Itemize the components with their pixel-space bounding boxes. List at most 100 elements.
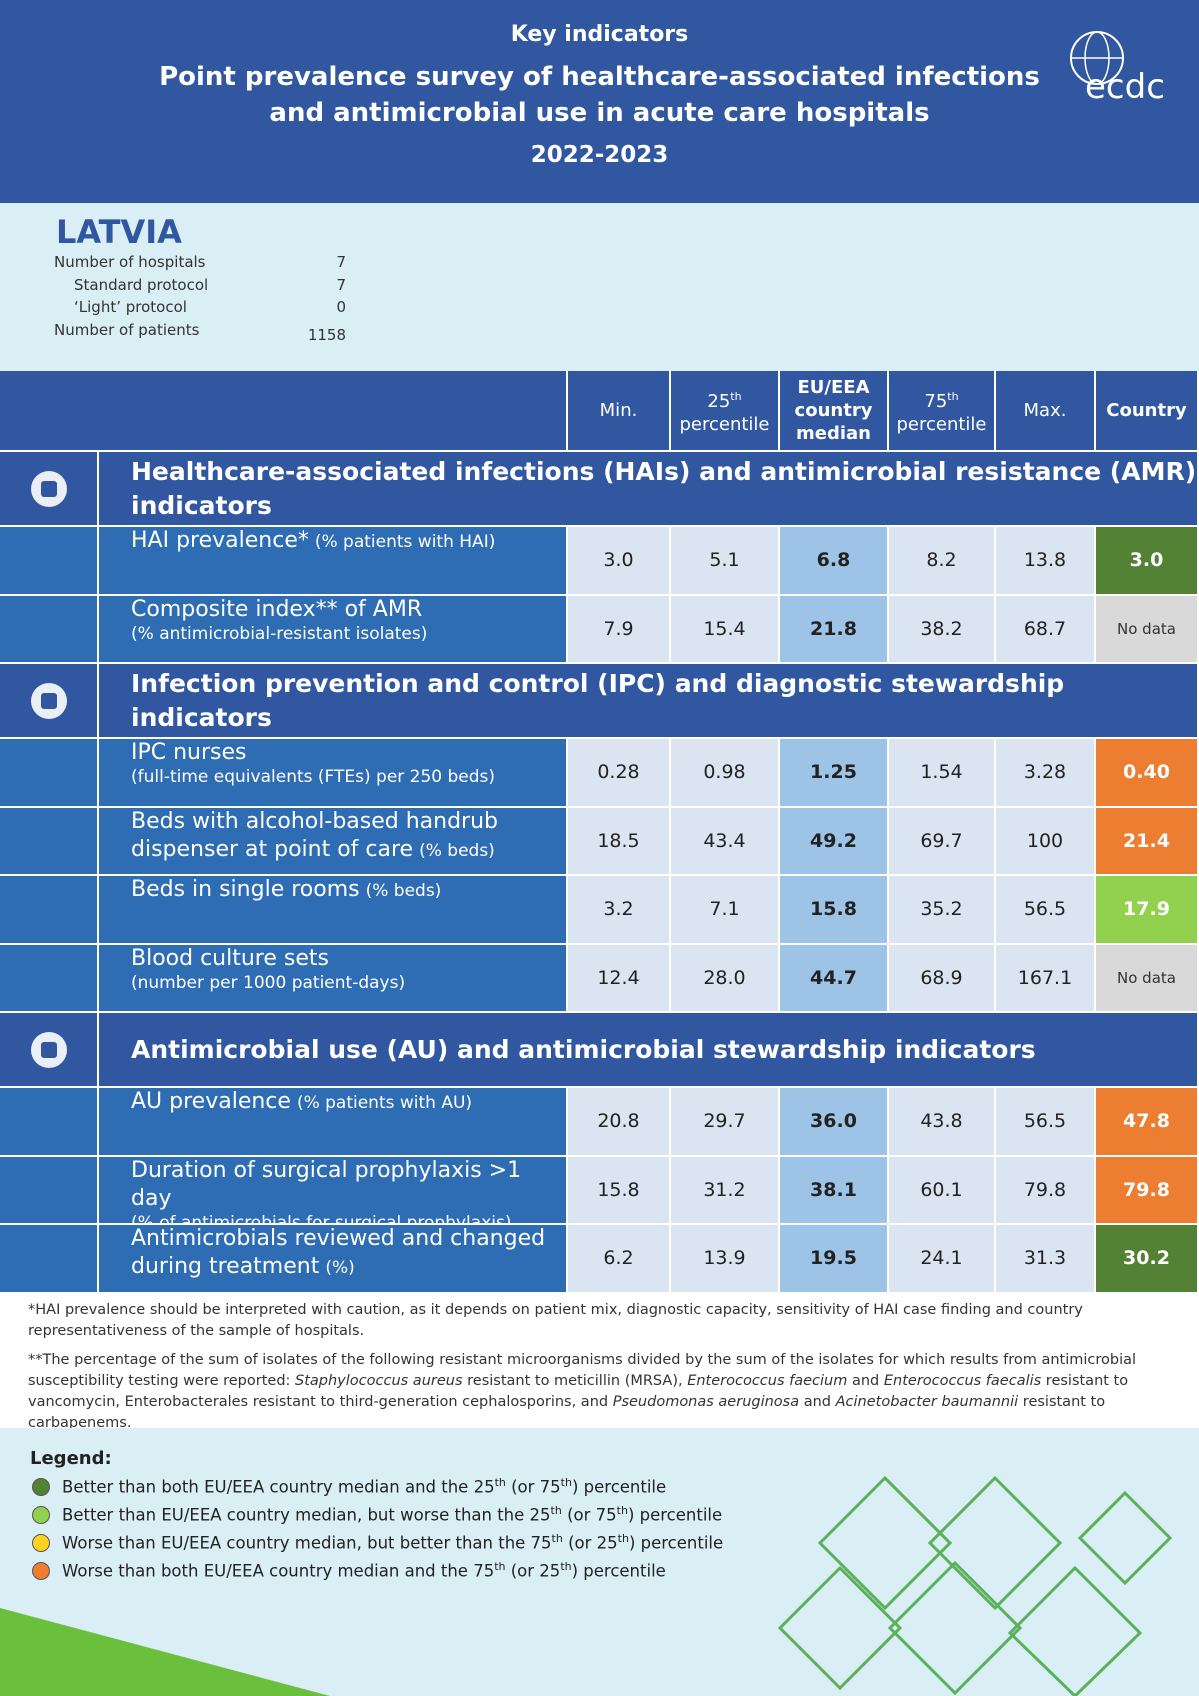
label-line: Beds in single rooms (% beds) xyxy=(131,876,441,904)
label-note: (%) xyxy=(325,1258,355,1278)
value-text: 0.40 xyxy=(1123,761,1170,784)
value-text: 29.7 xyxy=(703,1110,746,1133)
value-text: 69.7 xyxy=(920,829,963,852)
label-text: Beds in single rooms xyxy=(131,877,360,902)
label-line: (full-time equivalents (FTEs) per 250 be… xyxy=(131,767,495,787)
country-value: 17.9 xyxy=(1096,876,1199,945)
benchmark-value: 15.4 xyxy=(671,595,780,664)
footnote-text: resistant to vancomycin, Enterobacterale… xyxy=(28,1373,1129,1410)
row-label: Beds with alcohol-based handrub dispenser… xyxy=(99,807,568,876)
legend-dot xyxy=(32,1506,50,1524)
section-title-text: Infection prevention and control (IPC) a… xyxy=(131,668,1065,732)
value-text: 0.28 xyxy=(597,761,640,784)
value-text: 7.9 xyxy=(603,617,634,640)
column-header: EU/EEA country median xyxy=(780,371,889,452)
value-text: 21.8 xyxy=(810,617,857,640)
section-icon xyxy=(0,452,99,527)
value-text: 13.8 xyxy=(1023,549,1067,572)
value-text: No data xyxy=(1117,619,1176,638)
header: Key indicators Point prevalence survey o… xyxy=(0,0,1199,203)
summary-label: Number of hospitals xyxy=(54,253,206,271)
value-text: 3.28 xyxy=(1023,761,1067,784)
column-header-text: 75th percentile xyxy=(896,385,986,436)
benchmark-value: 24.1 xyxy=(889,1225,996,1294)
legend-part: th xyxy=(617,1532,629,1545)
value-text: 56.5 xyxy=(1023,898,1067,921)
benchmark-value: 7.1 xyxy=(671,876,780,945)
row-icon xyxy=(0,595,99,664)
legend-part: th xyxy=(560,1476,572,1489)
legend-part: th xyxy=(551,1532,563,1545)
footnote-text: resistant to carbapenems. xyxy=(28,1394,1106,1431)
footnote-text: Pseudomonas aeruginosa xyxy=(612,1394,800,1410)
footnote-text: Enterococcus faecalis xyxy=(883,1373,1042,1389)
value-text: 24.1 xyxy=(920,1247,963,1270)
country-value: 30.2 xyxy=(1096,1225,1199,1294)
benchmark-value: 18.5 xyxy=(568,807,671,876)
label-text: HAI prevalence* xyxy=(131,528,309,553)
benchmark-value: 12.4 xyxy=(568,944,671,1013)
benchmark-value: 56.5 xyxy=(996,876,1096,945)
legend-part: (or 75 xyxy=(561,1505,617,1525)
value-text: No data xyxy=(1117,968,1176,987)
title: and antimicrobial use in acute care hosp… xyxy=(269,98,930,128)
value-text: 35.2 xyxy=(920,898,963,921)
label-text: Antimicrobials reviewed and changed xyxy=(131,1226,546,1251)
row-icon xyxy=(0,1225,99,1294)
label-line: IPC nurses xyxy=(131,739,247,767)
benchmark-value: 43.4 xyxy=(671,807,780,876)
summary-value: 1158 xyxy=(307,325,346,344)
summary-label: Number of patients xyxy=(54,320,200,339)
benchmark-value: 6.2 xyxy=(568,1225,671,1294)
label-line: HAI prevalence* (% patients with HAI) xyxy=(131,527,495,555)
benchmark-value: 31.3 xyxy=(996,1225,1096,1294)
legend-text: Worse than both EU/EEA country median an… xyxy=(62,1560,666,1581)
header-text: percentile xyxy=(679,414,770,435)
value-text: 28.0 xyxy=(703,966,746,989)
footnotes: *HAI prevalence should be interpreted wi… xyxy=(28,1300,1178,1442)
label-line: during treatment (%) xyxy=(131,1253,355,1281)
legend-part: (or 25 xyxy=(562,1533,618,1553)
kicker: Key indicators xyxy=(510,22,689,47)
benchmark-value: 1.54 xyxy=(889,739,996,808)
label-note: (number per 1000 patient-days) xyxy=(131,972,406,993)
benchmark-value: 15.8 xyxy=(780,876,889,945)
summary-value: 7 xyxy=(336,275,346,294)
legend-dot xyxy=(32,1534,50,1552)
benchmark-value: 38.1 xyxy=(780,1156,889,1225)
benchmark-value: 68.7 xyxy=(996,595,1096,664)
column-header-text: EU/EEA country median xyxy=(794,377,873,444)
country-value: No data xyxy=(1096,595,1199,664)
value-text: 38.2 xyxy=(920,617,963,640)
footnote-text: Enterococcus faecium xyxy=(687,1373,848,1389)
column-header: Max. xyxy=(996,371,1096,452)
value-text: 21.4 xyxy=(1123,829,1170,852)
value-text: 31.2 xyxy=(703,1178,746,1201)
footnote-text: resistant to meticillin (MRSA), xyxy=(462,1373,688,1389)
value-text: 47.8 xyxy=(1123,1110,1170,1133)
country-value: 21.4 xyxy=(1096,807,1199,876)
logo: ecdc xyxy=(1070,31,1165,107)
label-note: (% beds) xyxy=(419,840,495,861)
section-title-text: Antimicrobial use (AU) and antimicrobial… xyxy=(131,1034,1036,1064)
value-text: 38.1 xyxy=(810,1178,857,1201)
value-text: 1.25 xyxy=(810,761,857,784)
legend-part: ) percentile xyxy=(571,1561,666,1581)
benchmark-value: 1.25 xyxy=(780,739,889,808)
value-text: 100 xyxy=(1026,829,1064,852)
benchmark-value: 3.2 xyxy=(568,876,671,945)
label-text: AU prevalence xyxy=(131,1089,291,1114)
value-text: 36.0 xyxy=(810,1110,857,1133)
column-header: Min. xyxy=(568,371,671,452)
country-value: No data xyxy=(1096,944,1199,1013)
row-label: Composite index** of AMR (% antimicrobial… xyxy=(99,595,568,664)
summary-value: 0 xyxy=(336,298,346,316)
country-value: 79.8 xyxy=(1096,1156,1199,1225)
label-note: (% patients with HAI) xyxy=(314,532,496,552)
header-text: percentile xyxy=(896,414,987,435)
footnote-text: and xyxy=(847,1373,884,1389)
header-sup: th xyxy=(730,390,742,403)
value-text: 6.8 xyxy=(816,549,851,572)
benchmark-value: 69.7 xyxy=(889,807,996,876)
benchmark-value: 31.2 xyxy=(671,1156,780,1225)
